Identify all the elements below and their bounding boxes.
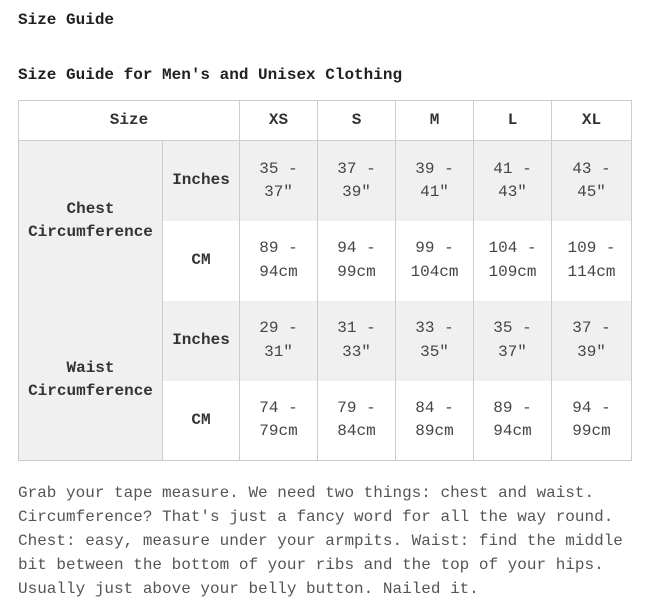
cell-chest-inches-s: 37 - 39" xyxy=(317,140,396,221)
size-chart-table: Size XS S M L XL Chest Circumference Inc… xyxy=(18,100,632,461)
cell-chest-cm-l: 104 - 109cm xyxy=(473,220,552,301)
section-heading: Size Guide for Men's and Unisex Clothing xyxy=(18,66,403,84)
column-header-xl: XL xyxy=(551,100,632,141)
cell-waist-cm-xs: 74 - 79cm xyxy=(239,380,318,461)
measurement-instructions: Grab your tape measure. We need two thin… xyxy=(18,484,623,598)
cell-waist-cm-s: 79 - 84cm xyxy=(317,380,396,461)
cell-waist-inches-xs: 29 - 31" xyxy=(239,300,318,381)
size-guide-page: Size Guide Size Guide for Men's and Unis… xyxy=(18,8,632,601)
table-row-waist-cm: CM 74 - 79cm 79 - 84cm 84 - 89cm 89 - 94… xyxy=(19,380,632,461)
unit-label-waist-inches: Inches xyxy=(162,300,240,381)
column-header-size: Size xyxy=(18,100,240,141)
row-header-chest-circumference: Chest Circumference xyxy=(18,140,163,301)
table-row-chest-cm: CM 89 - 94cm 94 - 99cm 99 - 104cm 104 - … xyxy=(19,220,632,301)
unit-label-waist-cm: CM xyxy=(162,380,240,461)
cell-waist-cm-xl: 94 - 99cm xyxy=(551,380,632,461)
cell-chest-cm-xs: 89 - 94cm xyxy=(239,220,318,301)
row-header-waist-circumference: Waist Circumference xyxy=(18,300,163,461)
cell-waist-inches-s: 31 - 33" xyxy=(317,300,396,381)
unit-label-chest-cm: CM xyxy=(162,220,240,301)
page-title: Size Guide xyxy=(18,11,115,29)
cell-chest-cm-s: 94 - 99cm xyxy=(317,220,396,301)
cell-chest-inches-m: 39 - 41" xyxy=(395,140,474,221)
cell-chest-cm-xl: 109 - 114cm xyxy=(551,220,632,301)
table-header-row: Size XS S M L XL xyxy=(18,100,632,141)
cell-chest-inches-xs: 35 - 37" xyxy=(239,140,318,221)
cell-chest-cm-m: 99 - 104cm xyxy=(395,220,474,301)
column-header-l: L xyxy=(473,100,552,141)
cell-waist-cm-m: 84 - 89cm xyxy=(395,380,474,461)
unit-label-chest-inches: Inches xyxy=(162,140,240,221)
cell-waist-inches-l: 35 - 37" xyxy=(473,300,552,381)
table-row-chest-inches: Chest Circumference Inches 35 - 37" 37 -… xyxy=(18,140,632,301)
column-header-s: S xyxy=(317,100,396,141)
cell-waist-cm-l: 89 - 94cm xyxy=(473,380,552,461)
cell-chest-inches-xl: 43 - 45" xyxy=(551,140,632,221)
cell-waist-inches-m: 33 - 35" xyxy=(395,300,474,381)
column-header-xs: XS xyxy=(239,100,318,141)
column-header-m: M xyxy=(395,100,474,141)
table-row-waist-inches: Waist Circumference Inches 29 - 31" 31 -… xyxy=(18,300,632,461)
cell-waist-inches-xl: 37 - 39" xyxy=(551,300,632,381)
cell-chest-inches-l: 41 - 43" xyxy=(473,140,552,221)
